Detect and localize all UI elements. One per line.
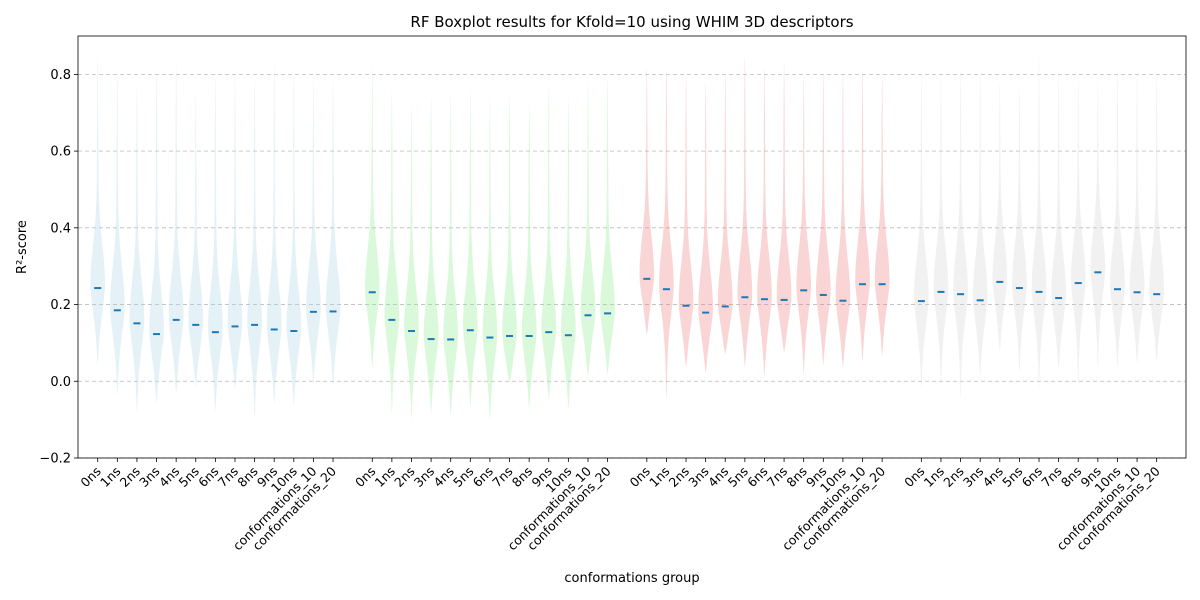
violin-body (855, 70, 870, 363)
violin-body (325, 78, 341, 387)
violin-body (992, 82, 1008, 353)
violin-body (423, 95, 439, 414)
y-tick-label: 0.8 (50, 68, 71, 83)
violin-body (972, 66, 988, 378)
violin-body (463, 89, 478, 409)
violin-body (561, 95, 576, 410)
violin-body (639, 66, 655, 336)
violin-body (933, 68, 949, 389)
violin-body (384, 89, 400, 416)
violin-body (1129, 66, 1145, 364)
y-tick-label: 0.0 (50, 375, 71, 390)
y-tick-label: 0.4 (50, 221, 71, 236)
y-tick-label: −0.2 (39, 452, 71, 467)
violin-body (1149, 66, 1164, 363)
violin-body (698, 80, 713, 374)
violin-body (149, 68, 164, 405)
violin-body (1110, 66, 1125, 368)
violin-body (364, 64, 380, 370)
violin-body (188, 91, 204, 387)
violin-body (717, 72, 733, 355)
violin-body (521, 99, 537, 411)
violin-body (874, 70, 890, 357)
violin-body (404, 107, 419, 420)
violin-body (835, 72, 851, 368)
violin-body (776, 60, 792, 353)
violin-body (1031, 53, 1047, 391)
violin-body (1012, 85, 1027, 374)
violin-body (953, 66, 968, 401)
violin-body (286, 68, 302, 407)
violin-body (737, 55, 753, 368)
y-tick-label: 0.2 (50, 298, 71, 313)
violin-body (129, 84, 145, 414)
violin-body (757, 64, 772, 378)
violin-body (914, 70, 929, 389)
y-axis-label: R²-score (15, 220, 30, 274)
violin-body (306, 76, 321, 386)
violin-body (482, 97, 498, 422)
x-axis-label: conformations group (564, 571, 699, 586)
violin-body (678, 72, 694, 368)
violin-body (168, 60, 184, 395)
violin-body (208, 72, 223, 413)
violin-body (90, 57, 105, 366)
x-axis-ticks: 0ns1ns2ns3ns4ns5ns6ns7ns8ns9ns10nsconfor… (77, 458, 1163, 553)
violin-body (1070, 74, 1086, 389)
violin-body (1051, 64, 1066, 372)
violin-body (580, 78, 596, 378)
violin-body (502, 93, 517, 384)
violin-layer (90, 53, 1164, 422)
violin-body (796, 76, 811, 376)
chart-title: RF Boxplot results for Kfold=10 using WH… (410, 13, 853, 31)
violin-body (659, 66, 674, 401)
violin-body (541, 84, 557, 401)
violin-body (227, 74, 243, 389)
violin-body (600, 76, 615, 376)
violin-body (816, 72, 831, 366)
violin-body (1090, 80, 1106, 370)
violin-body (247, 78, 262, 420)
violin-body (110, 68, 125, 397)
y-tick-label: 0.6 (50, 145, 71, 160)
plot-frame (77, 35, 1187, 459)
y-axis-ticks: −0.2 0.0 0.2 0.4 0.6 0.8 (39, 68, 78, 467)
violin-body (266, 62, 282, 405)
median-layer (94, 271, 1161, 341)
violin-body (443, 91, 459, 416)
plot-area (78, 36, 1186, 458)
